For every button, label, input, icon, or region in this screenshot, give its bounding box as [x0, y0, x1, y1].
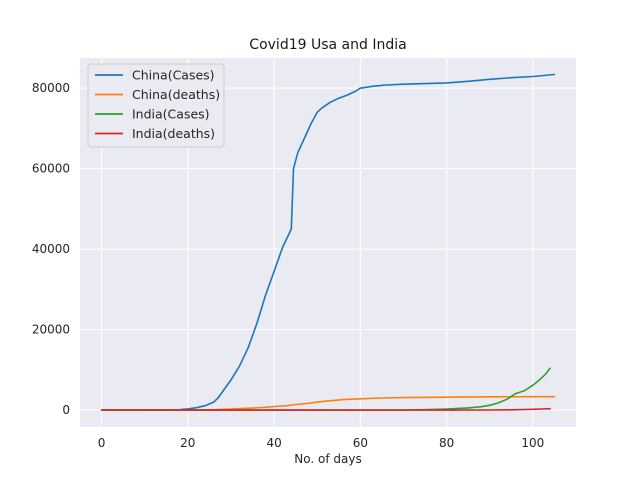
legend-label-1: China(deaths)	[132, 87, 220, 102]
legend-label-0: China(Cases)	[132, 68, 215, 83]
tick-labels: 0 20 40 60 80 100 0 20000 40000 60000 80000	[32, 81, 545, 450]
y-tick-label: 60000	[32, 162, 70, 176]
x-tick-label: 80	[439, 436, 454, 450]
y-tick-label: 20000	[32, 323, 70, 337]
series-line-1	[100, 395, 556, 411]
y-tick-label: 80000	[32, 81, 70, 95]
legend-label-2: India(Cases)	[132, 107, 210, 122]
series-line-0	[100, 73, 556, 411]
x-axis-label: No. of days	[294, 452, 361, 466]
legend-label-3: India(deaths)	[132, 126, 215, 141]
x-tick-label: 40	[266, 436, 281, 450]
chart-title: Covid19 Usa and India	[249, 37, 406, 53]
x-tick-label: 20	[180, 436, 195, 450]
y-tick-label: 40000	[32, 242, 70, 256]
series-line-3	[100, 407, 551, 411]
y-tick-label: 0	[62, 403, 70, 417]
x-tick-label: 60	[353, 436, 368, 450]
series-layer	[100, 73, 556, 411]
legend: China(Cases) China(deaths) India(Cases) Ind…	[87, 63, 225, 148]
x-tick-label: 100	[521, 436, 544, 450]
x-tick-label: 0	[98, 436, 106, 450]
legend-box	[87, 63, 225, 148]
